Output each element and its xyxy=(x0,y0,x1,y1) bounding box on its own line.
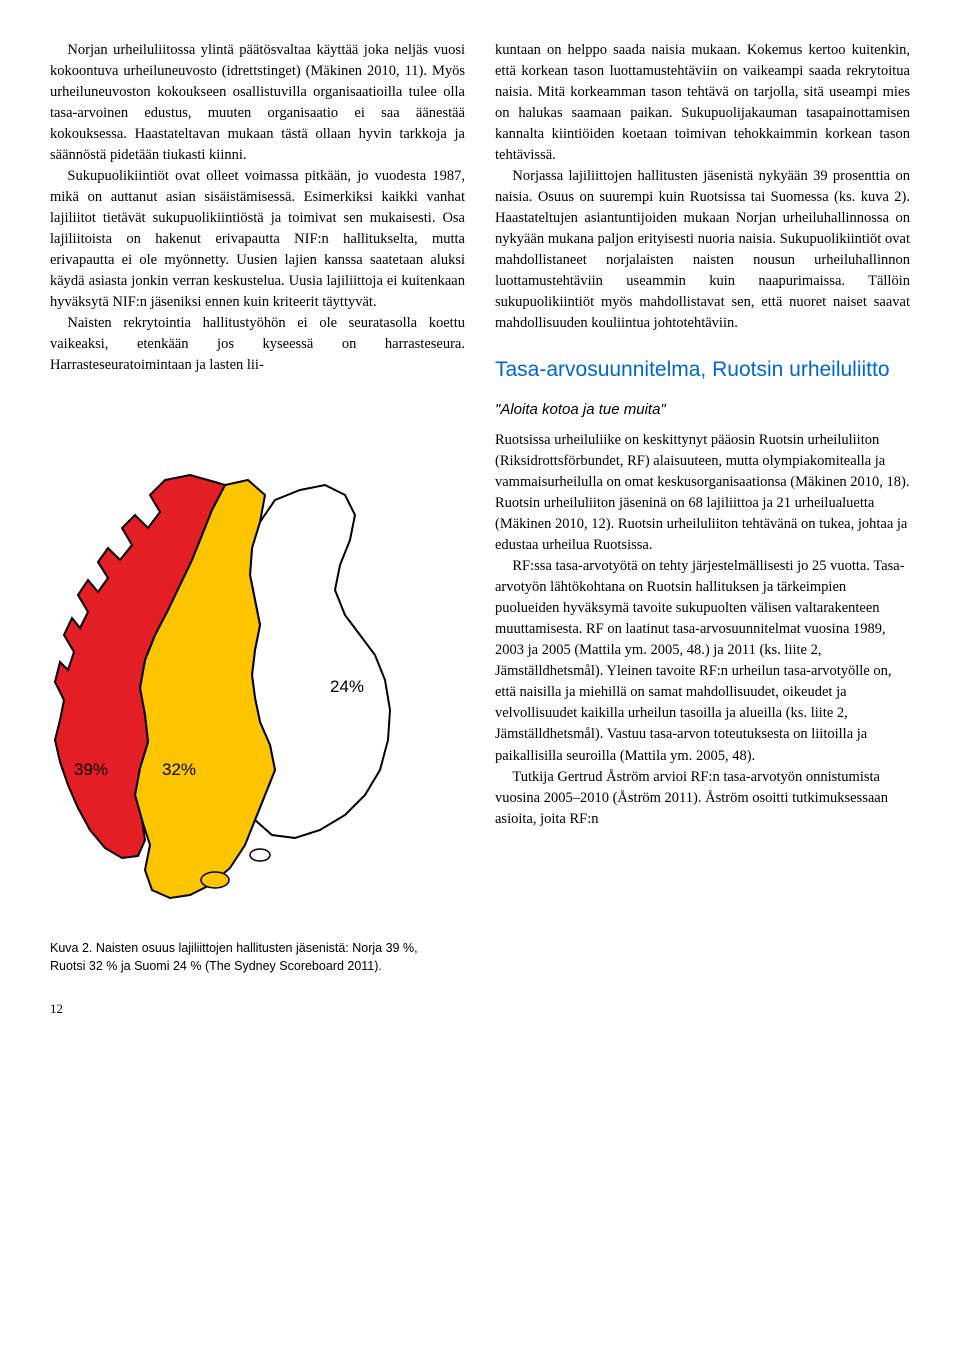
finland-shape xyxy=(250,485,390,838)
figure-column: 39% 32% 24% Kuva 2. Naisten osuus lajili… xyxy=(50,430,465,975)
section-heading: Tasa-arvosuunnitelma, Ruotsin urheilulii… xyxy=(495,356,910,383)
aland-icon xyxy=(250,849,270,861)
figure-2: 39% 32% 24% Kuva 2. Naisten osuus lajili… xyxy=(50,460,465,975)
page-number: 12 xyxy=(50,1000,910,1019)
left-para-2: Sukupuolikiintiöt ovat olleet voimassa p… xyxy=(50,166,465,313)
quote: "Aloita kotoa ja tue muita" xyxy=(495,399,910,421)
left-para-3: Naisten rekrytointia hallitustyöhön ei o… xyxy=(50,313,465,376)
gotland-icon xyxy=(201,872,229,888)
figure-caption: Kuva 2. Naisten osuus lajiliittojen hall… xyxy=(50,940,440,975)
lower-right-column: Ruotsissa urheiluliike on keskittynyt pä… xyxy=(495,430,910,975)
left-para-1: Norjan urheiluliitossa ylintä päätösvalt… xyxy=(50,40,465,166)
map-wrap: 39% 32% 24% xyxy=(50,460,440,920)
right-para-2: Norjassa lajiliittojen hallitusten jäsen… xyxy=(495,166,910,334)
right-para-4: RF:ssa tasa-arvotyötä on tehty järjestel… xyxy=(495,556,910,766)
scandinavia-map-icon xyxy=(50,460,440,920)
right-para-1: kuntaan on helppo saada naisia mukaan. K… xyxy=(495,40,910,166)
sweden-label: 32% xyxy=(162,758,196,783)
two-column-layout: Norjan urheiluliitossa ylintä päätösvalt… xyxy=(50,40,910,420)
finland-label: 24% xyxy=(330,675,364,700)
left-column: Norjan urheiluliitossa ylintä päätösvalt… xyxy=(50,40,465,420)
right-para-5: Tutkija Gertrud Åström arvioi RF:n tasa-… xyxy=(495,767,910,830)
norway-label: 39% xyxy=(74,758,108,783)
right-column: kuntaan on helppo saada naisia mukaan. K… xyxy=(495,40,910,420)
lower-row: 39% 32% 24% Kuva 2. Naisten osuus lajili… xyxy=(50,430,910,975)
right-para-3: Ruotsissa urheiluliike on keskittynyt pä… xyxy=(495,430,910,556)
